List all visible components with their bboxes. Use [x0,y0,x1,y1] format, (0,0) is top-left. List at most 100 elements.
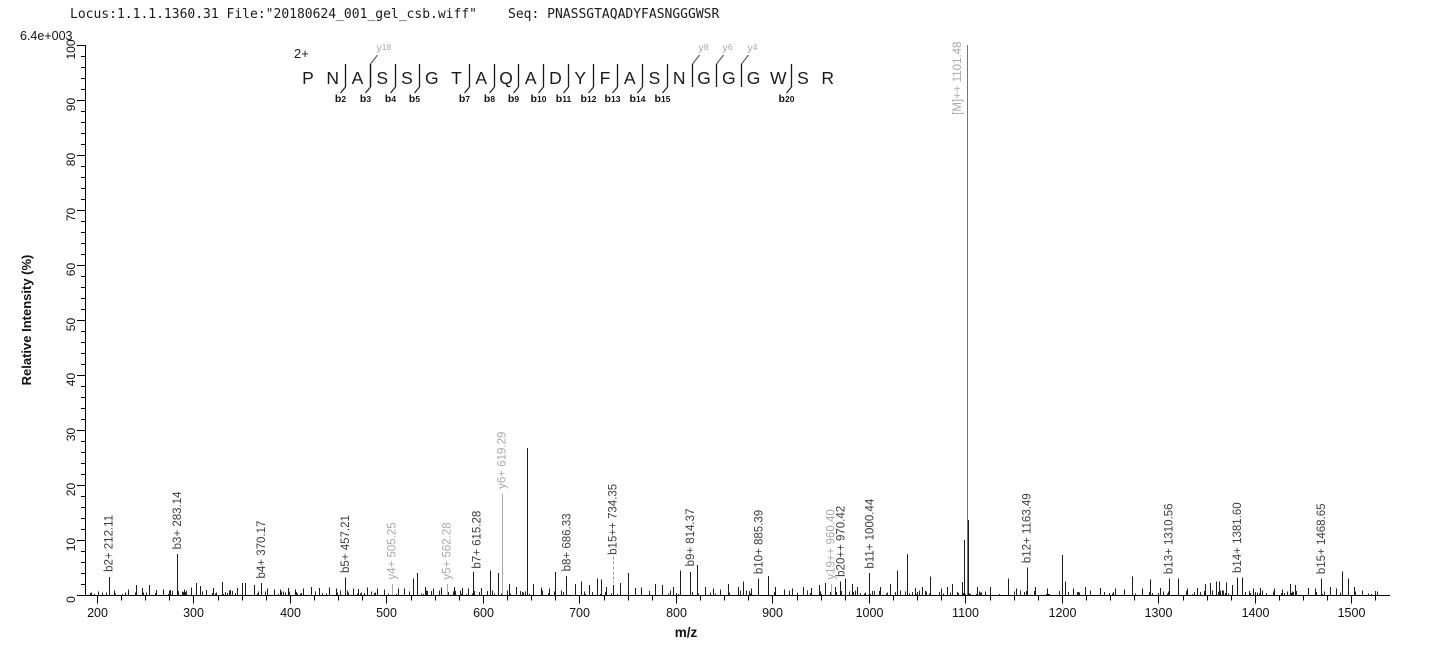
x-tick-label: 900 [762,606,783,620]
residue-letter: N [673,68,686,88]
y-tick-labels: 0 10 20 30 40 50 60 70 80 90 100 [64,39,78,603]
locus-file-text: Locus:1.1.1.1360.31 File:"20180624_001_g… [70,7,477,22]
b-ion-label: b3 [360,93,371,105]
peak-label: y19++ 960.40 [826,509,838,579]
y-axis-title: Relative Intensity (%) [19,255,34,386]
y-ion-label: y4 [748,42,758,54]
residue-letter: G [425,68,439,88]
peak-label: b7+ 615.28 [472,511,484,569]
x-tick-labels: 200 300 400 500 600 700 800 900 1000 1100 1200 1300… [87,606,1365,620]
b-ion-label: b8 [484,93,495,105]
b-ion-label: b13 [605,93,621,105]
residue-letter: T [451,68,462,88]
residue-letter: S [376,68,388,88]
x-tick-label: 500 [376,606,397,620]
y-tick-label: 80 [64,153,78,167]
baseline-noise [90,590,1378,595]
residue-letter: Y [574,68,586,88]
b-ion-label: b4 [385,93,396,105]
y-tick-label: 100 [64,39,78,59]
y-ion-label: y8 [699,42,709,54]
residue-letter: G [697,68,711,88]
peak-label: b2+ 212.11 [104,515,116,572]
x-tick-label: 700 [569,606,590,620]
y-tick-label: 10 [64,538,78,552]
x-tick-label: 1300 [1145,606,1173,620]
x-tick-label: 1400 [1242,606,1270,620]
precursor-charge: 2+ [294,46,309,61]
y-ion-label: y6 [723,42,733,54]
b-ion-label: b7 [459,93,470,105]
peak-label: b12+ 1163.49 [1022,493,1034,563]
residue-letter: P [302,68,314,88]
y-tick-label: 0 [64,596,78,603]
peak-label: [M]++ 1101.48 [952,42,964,115]
peaks [109,45,1355,595]
y-axis-max-intensity: 6.4e+003 [20,29,73,43]
residue-letter: D [549,68,562,88]
sequence-annotation: 2+P N A S S G T A Q A D Y F A S N G G G W S Rb2 b3 b4 b5 b7 b8 b9 b1… [294,42,834,105]
b-ion-label: b14 [630,93,646,105]
peak-label: b15++ 734.35 [608,484,620,555]
b-ion-label: b20 [779,93,795,105]
y-tick-label: 20 [64,483,78,497]
x-tick-label: 400 [280,606,301,620]
y-tick-label: 50 [64,318,78,332]
peak-label: b8+ 686.33 [561,513,573,571]
residue-letter: S [649,68,661,88]
x-axis-title: m/z [675,625,698,640]
y-tick-label: 70 [64,208,78,222]
b-ion-label: b11 [556,93,572,105]
b-ion-label: b10 [531,93,547,105]
axes [77,45,1390,604]
y-tick-label: 90 [64,98,78,112]
residue-letter: S [797,68,809,88]
peak-label: y4+ 505.25 [387,522,399,579]
peak-label: b9+ 814.37 [685,509,697,567]
residue-letter: G [722,68,736,88]
residue-letter: A [525,68,537,88]
x-tick-label: 800 [666,606,687,620]
peak-label: b10+ 885.39 [753,510,765,574]
x-tick-label: 1100 [952,606,979,620]
y-ion-label: y18 [377,42,392,54]
header-bar: Locus:1.1.1.1360.31 File:"20180624_001_g… [0,7,1436,27]
b-ion-label: b9 [508,93,519,105]
axis-titles: 6.4e+003 Relative Intensity (%) m/z [19,29,697,640]
x-tick-label: 1500 [1338,606,1366,620]
residue-letter: A [624,68,636,88]
b-ion-label: b15 [655,93,671,105]
peak-label: y6+ 619.29 [497,432,509,489]
peak-label: b11+ 1000.44 [864,498,876,568]
b-ion-label: b2 [335,93,346,105]
residue-letter: Q [499,68,513,88]
residue-letter: A [475,68,487,88]
x-tick-label: 600 [473,606,494,620]
sequence-header-text: Seq: PNASSGTAQADYFASNGGGWSR [508,7,720,22]
peak-label: y5+ 562.28 [442,522,454,579]
residue-letter: S [401,68,413,88]
y-tick-label: 30 [64,428,78,442]
peak-label: b3+ 283.14 [172,491,184,549]
x-tick-label: 1200 [1049,606,1077,620]
residue-letter: F [600,68,611,88]
residue-letter: G [747,68,761,88]
b-ion-label: b5 [409,93,420,105]
residue-letter: W [770,68,787,88]
peak-label: b14+ 1381.60 [1232,502,1244,573]
peak-label: b15+ 1468.65 [1316,503,1328,574]
peak-label: b13+ 1310.56 [1164,503,1176,574]
peak-label: b5+ 457.21 [340,515,352,573]
x-tick-label: 1000 [856,606,884,620]
peak-labels: b2+ 212.11 b3+ 283.14 b4+ 370.17 b5+ 457.21… [104,42,1328,583]
peak-label: b4+ 370.17 [256,521,268,579]
residue-letter: A [352,68,364,88]
residue-letter: N [326,68,339,88]
b-ion-label: b12 [581,93,597,105]
x-tick-label: 300 [183,606,204,620]
y-tick-label: 40 [64,373,78,387]
peak-label: b20++ 970.42 [835,506,847,577]
x-tick-label: 200 [87,606,108,620]
